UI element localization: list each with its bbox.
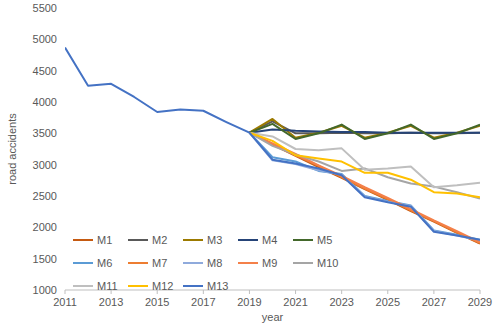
legend-label: M11	[97, 280, 118, 292]
legend-swatch	[183, 285, 203, 287]
legend-label: M12	[152, 280, 173, 292]
y-tick-label: 3000	[33, 159, 57, 171]
legend-swatch	[183, 239, 203, 241]
y-tick-label: 3500	[33, 127, 57, 139]
legend-swatch	[128, 262, 148, 264]
legend-label: M6	[97, 257, 112, 269]
legend-label: M8	[207, 257, 222, 269]
x-tick-label: 2011	[53, 296, 77, 308]
x-axis-label: year	[262, 311, 284, 323]
legend-swatch	[183, 262, 203, 264]
legend-label: M2	[152, 234, 167, 246]
x-tick-label: 2015	[145, 296, 169, 308]
legend-swatch	[238, 239, 258, 241]
x-tick	[387, 290, 388, 294]
x-tick	[480, 290, 481, 294]
chart-svg: 1000 1500 2000 2500 3000 3500 4000 4500 5000 5500…	[0, 0, 500, 325]
plot-lines	[65, 47, 480, 243]
x-axis-line	[65, 290, 480, 291]
series-line	[249, 133, 480, 199]
legend-label: M3	[207, 234, 222, 246]
x-tick-label: 2013	[99, 296, 123, 308]
y-tick-label: 4500	[33, 65, 57, 77]
legend-label: M1	[97, 234, 112, 246]
legend-label: M7	[152, 257, 167, 269]
series-line	[249, 133, 480, 188]
y-tick-label: 1000	[33, 284, 57, 296]
x-tick-label: 2023	[329, 296, 353, 308]
x-tick-label: 2027	[422, 296, 446, 308]
legend-swatch	[293, 262, 313, 264]
legend-swatch	[128, 239, 148, 241]
y-tick-label: 4000	[33, 96, 57, 108]
series-line	[249, 119, 480, 138]
x-tick-label: 2019	[237, 296, 261, 308]
y-tick-label: 1500	[33, 253, 57, 265]
legend-label: M13	[207, 280, 228, 292]
series-line	[249, 133, 480, 244]
legend: M1 M2 M3 M4 M5 M6 M7 M8 M9 M10 M11 M12 M13	[73, 234, 338, 292]
x-tick	[249, 290, 250, 294]
x-tick-label: 2025	[376, 296, 400, 308]
series-line	[65, 47, 480, 239]
x-tick	[203, 290, 204, 294]
y-tick-label: 5500	[33, 2, 57, 14]
y-tick-label: 5000	[33, 33, 57, 45]
x-tick	[433, 290, 434, 294]
legend-label: M5	[317, 234, 332, 246]
x-tick	[65, 290, 66, 294]
y-axis-label: road accidents	[6, 113, 18, 185]
x-tick-label: 2021	[283, 296, 307, 308]
x-tick	[295, 290, 296, 294]
x-tick-label: 2029	[468, 296, 492, 308]
legend-swatch	[238, 262, 258, 264]
legend-label: M9	[262, 257, 277, 269]
legend-label: M10	[317, 257, 338, 269]
series-line	[249, 124, 480, 139]
x-tick	[341, 290, 342, 294]
legend-swatch	[73, 262, 93, 264]
y-tick-label: 2000	[33, 221, 57, 233]
series-line	[249, 133, 480, 198]
legend-swatch	[73, 285, 93, 287]
y-tick-label: 2500	[33, 190, 57, 202]
legend-swatch	[128, 285, 148, 287]
series-line	[249, 133, 480, 243]
legend-swatch	[73, 239, 93, 241]
chart-container: 1000 1500 2000 2500 3000 3500 4000 4500 5000 5500…	[0, 0, 500, 325]
legend-swatch	[293, 239, 313, 241]
legend-label: M4	[262, 234, 277, 246]
x-tick-label: 2017	[191, 296, 215, 308]
series-line	[249, 133, 480, 243]
